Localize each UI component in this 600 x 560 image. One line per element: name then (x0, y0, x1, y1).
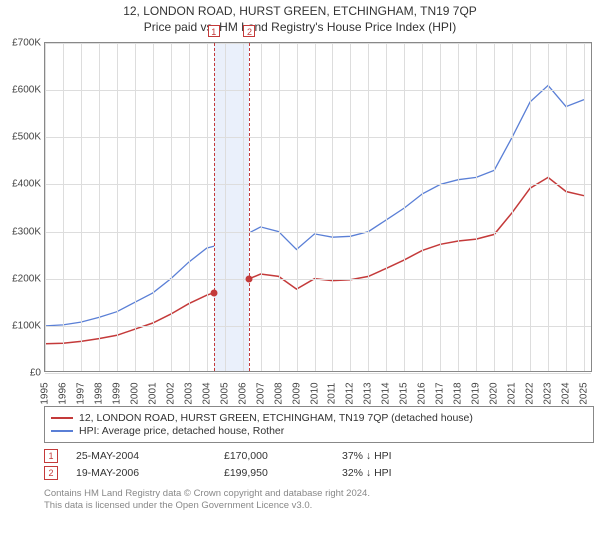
x-tick-label: 2017 (435, 382, 446, 404)
x-tick-label: 2021 (507, 382, 518, 404)
transaction-dot (210, 289, 217, 296)
x-tick-label: 1995 (40, 382, 51, 404)
transaction-date: 25-MAY-2004 (76, 450, 206, 462)
legend-item: 12, LONDON ROAD, HURST GREEN, ETCHINGHAM… (51, 412, 587, 424)
x-tick-label: 2002 (165, 382, 176, 404)
legend: 12, LONDON ROAD, HURST GREEN, ETCHINGHAM… (44, 406, 594, 443)
x-tick-label: 1996 (57, 382, 68, 404)
y-tick-label: £0 (1, 368, 41, 379)
x-tick-label: 2003 (183, 382, 194, 404)
vertical-marker-line (214, 43, 215, 371)
highlight-band (214, 43, 250, 371)
subtitle: Price paid vs. HM Land Registry's House … (0, 20, 600, 34)
footer-line: This data is licensed under the Open Gov… (44, 500, 594, 512)
transaction-dot (246, 275, 253, 282)
transaction-price: £199,950 (224, 467, 324, 479)
x-tick-label: 1998 (93, 382, 104, 404)
transaction-marker: 1 (44, 449, 58, 463)
x-tick-label: 2023 (543, 382, 554, 404)
transaction-vs-hpi: 37% ↓ HPI (342, 450, 392, 462)
x-tick-label: 2014 (381, 382, 392, 404)
x-tick-label: 2009 (291, 382, 302, 404)
x-tick-label: 2020 (489, 382, 500, 404)
legend-item: HPI: Average price, detached house, Roth… (51, 425, 587, 437)
x-tick-label: 2001 (147, 382, 158, 404)
transaction-vs-hpi: 32% ↓ HPI (342, 467, 392, 479)
x-tick-label: 2006 (237, 382, 248, 404)
legend-label: HPI: Average price, detached house, Roth… (79, 425, 284, 437)
x-tick-label: 2012 (345, 382, 356, 404)
legend-swatch (51, 417, 73, 419)
x-tick-label: 2019 (471, 382, 482, 404)
plot-area: £0£100K£200K£300K£400K£500K£600K£700K199… (44, 42, 592, 372)
x-tick-label: 2013 (363, 382, 374, 404)
transaction-marker: 2 (44, 466, 58, 480)
title: 12, LONDON ROAD, HURST GREEN, ETCHINGHAM… (0, 4, 600, 18)
x-tick-label: 2005 (219, 382, 230, 404)
x-tick-label: 2000 (129, 382, 140, 404)
chart-container: 12, LONDON ROAD, HURST GREEN, ETCHINGHAM… (0, 0, 600, 512)
x-tick-label: 1999 (111, 382, 122, 404)
x-tick-label: 2018 (453, 382, 464, 404)
y-tick-label: £200K (1, 273, 41, 284)
y-tick-label: £400K (1, 179, 41, 190)
y-tick-label: £500K (1, 132, 41, 143)
y-tick-label: £700K (1, 38, 41, 49)
vertical-marker-label: 1 (208, 25, 220, 37)
legend-swatch (51, 430, 73, 432)
x-tick-label: 2015 (399, 382, 410, 404)
legend-label: 12, LONDON ROAD, HURST GREEN, ETCHINGHAM… (79, 412, 473, 424)
transaction-row: 1 25-MAY-2004 £170,000 37% ↓ HPI (44, 449, 594, 463)
transaction-date: 19-MAY-2006 (76, 467, 206, 479)
x-tick-label: 2007 (255, 382, 266, 404)
titles: 12, LONDON ROAD, HURST GREEN, ETCHINGHAM… (0, 0, 600, 34)
transaction-row: 2 19-MAY-2006 £199,950 32% ↓ HPI (44, 466, 594, 480)
x-tick-label: 2025 (579, 382, 590, 404)
vertical-marker-label: 2 (243, 25, 255, 37)
x-tick-label: 2008 (273, 382, 284, 404)
transaction-price: £170,000 (224, 450, 324, 462)
x-tick-label: 2011 (327, 383, 338, 405)
transaction-table: 1 25-MAY-2004 £170,000 37% ↓ HPI 2 19-MA… (44, 449, 594, 480)
x-tick-label: 2024 (561, 382, 572, 404)
x-tick-label: 2004 (201, 382, 212, 404)
vertical-marker-line (249, 43, 250, 371)
y-tick-label: £100K (1, 320, 41, 331)
footer: Contains HM Land Registry data © Crown c… (44, 488, 594, 512)
y-tick-label: £300K (1, 226, 41, 237)
x-tick-label: 1997 (75, 382, 86, 404)
x-tick-label: 2016 (417, 382, 428, 404)
line-layer (45, 43, 593, 373)
x-tick-label: 2022 (525, 382, 536, 404)
footer-line: Contains HM Land Registry data © Crown c… (44, 488, 594, 500)
x-tick-label: 2010 (309, 382, 320, 404)
y-tick-label: £600K (1, 85, 41, 96)
